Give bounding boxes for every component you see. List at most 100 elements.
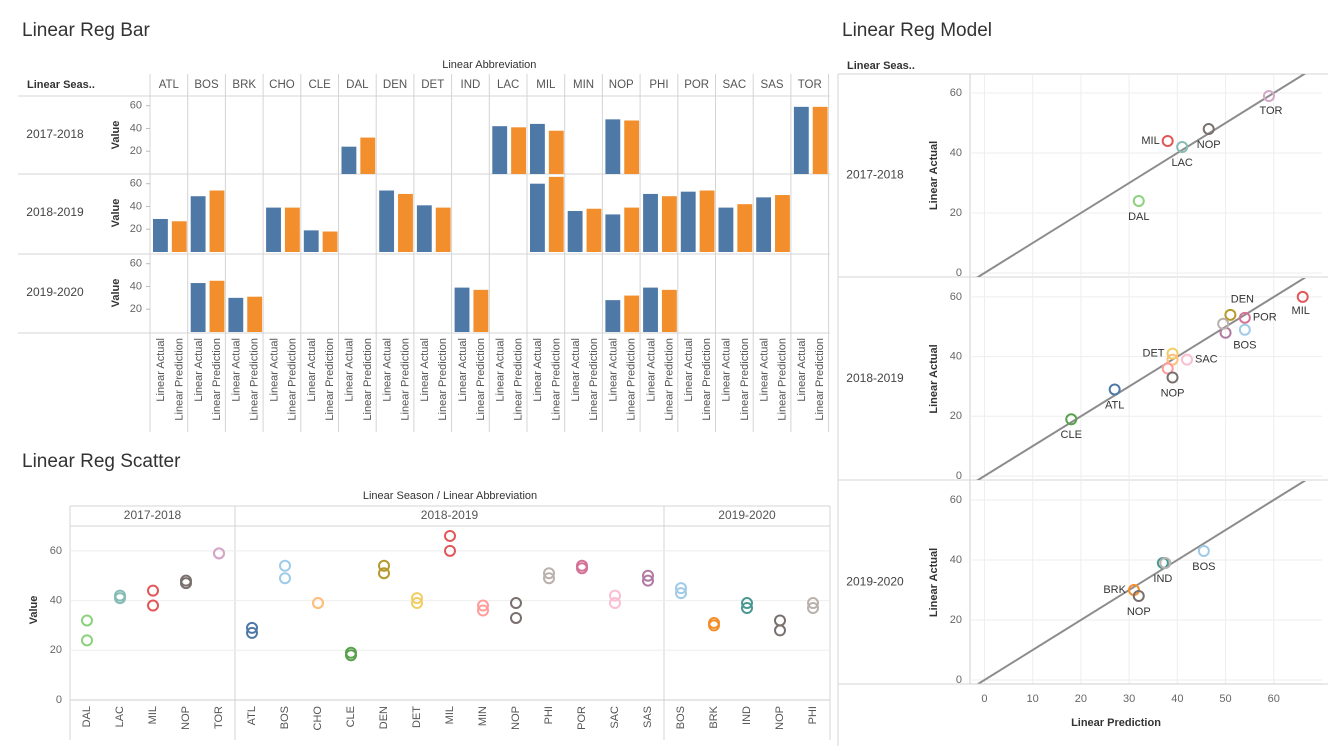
scatter-team-label: LAC bbox=[114, 706, 126, 727]
model-y-tick: 40 bbox=[950, 147, 962, 159]
scatter-y-axis-label: Value bbox=[28, 596, 40, 625]
bar-prediction bbox=[209, 280, 225, 332]
model-trend-line bbox=[976, 278, 1307, 480]
model-point-label: MIL bbox=[1141, 135, 1159, 147]
bar-y-axis-label: Value bbox=[110, 279, 122, 308]
scatter-team-label: PHI bbox=[543, 706, 555, 724]
scatter-point bbox=[741, 602, 753, 615]
model-point-label: NOP bbox=[1127, 606, 1151, 618]
bar-chart-title: Linear Reg Bar bbox=[22, 20, 150, 41]
scatter-point bbox=[444, 544, 456, 557]
bar-measure-label: Linear Actual bbox=[683, 338, 695, 402]
bar-measure-label: Linear Prediction bbox=[211, 338, 223, 421]
bar-actual bbox=[643, 193, 658, 252]
bar-y-tick: 40 bbox=[130, 280, 142, 292]
model-point bbox=[1197, 545, 1210, 557]
model-x-tick: 10 bbox=[1027, 693, 1039, 705]
bar-team-header: BRK bbox=[232, 79, 256, 91]
scatter-team-label: IND bbox=[741, 706, 753, 725]
scatter-point bbox=[279, 559, 291, 572]
bar-measure-label: Linear Prediction bbox=[400, 338, 412, 421]
model-point-label: SAC bbox=[1195, 354, 1218, 366]
scatter-point bbox=[774, 614, 786, 627]
model-point-label: IND bbox=[1153, 573, 1172, 585]
bar-actual bbox=[680, 191, 696, 252]
scatter-point bbox=[345, 649, 357, 662]
scatter-point bbox=[246, 621, 258, 634]
scatter-point bbox=[246, 626, 258, 639]
scatter-team-label: DAL bbox=[81, 706, 93, 727]
model-point bbox=[1166, 371, 1179, 384]
model-chart-title: Linear Reg Model bbox=[842, 20, 992, 41]
bar-measure-label: Linear Prediction bbox=[249, 338, 261, 421]
bar-measure-label: Linear Prediction bbox=[663, 338, 675, 421]
bar-prediction bbox=[360, 137, 376, 174]
bar-team-header: DEN bbox=[383, 79, 407, 91]
bar-prediction bbox=[435, 207, 451, 252]
bar-actual bbox=[605, 119, 621, 174]
bar-prediction bbox=[398, 193, 413, 252]
bar-y-tick: 20 bbox=[130, 303, 142, 315]
bar-season-label: 2019-2020 bbox=[26, 285, 84, 299]
model-point bbox=[1296, 290, 1309, 303]
model-point-label: NOP bbox=[1197, 139, 1221, 151]
model-point-label: BRK bbox=[1103, 584, 1126, 596]
model-y-tick: 20 bbox=[950, 410, 962, 422]
model-x-tick: 20 bbox=[1075, 693, 1087, 705]
bar-team-header: MIL bbox=[536, 79, 556, 91]
scatter-season-header: 2018-2019 bbox=[421, 508, 479, 522]
scatter-point bbox=[543, 567, 555, 580]
bar-team-header: TOR bbox=[798, 79, 822, 91]
scatter-team-label: BOS bbox=[675, 706, 687, 729]
bar-measure-label: Linear Actual bbox=[532, 338, 544, 402]
scatter-point bbox=[411, 592, 423, 605]
bar-measure-label: Linear Actual bbox=[231, 338, 243, 402]
bar-actual bbox=[718, 207, 734, 252]
bar-row-header: Linear Seas.. bbox=[27, 79, 95, 91]
bar-prediction bbox=[661, 196, 677, 252]
model-y-tick: 40 bbox=[950, 554, 962, 566]
bar-prediction bbox=[624, 207, 640, 252]
bar-team-header: ATL bbox=[159, 79, 180, 91]
scatter-point bbox=[378, 567, 390, 580]
model-point-label: LAC bbox=[1171, 157, 1192, 169]
model-x-tick: 30 bbox=[1123, 693, 1135, 705]
model-row-header: Linear Seas.. bbox=[847, 60, 915, 72]
model-y-tick: 40 bbox=[950, 351, 962, 363]
bar-actual bbox=[756, 197, 772, 252]
bar-actual bbox=[530, 183, 545, 252]
bar-team-header: DAL bbox=[346, 79, 369, 91]
bar-measure-label: Linear Actual bbox=[155, 338, 167, 402]
model-y-axis-label: Linear Actual bbox=[928, 141, 940, 210]
model-point bbox=[1166, 347, 1179, 360]
model-point bbox=[1159, 557, 1172, 569]
bar-prediction bbox=[171, 221, 187, 252]
bar-y-tick: 20 bbox=[130, 223, 142, 235]
bar-measure-label: Linear Prediction bbox=[739, 338, 751, 421]
scatter-team-label: NOP bbox=[180, 706, 192, 730]
bar-measure-label: Linear Prediction bbox=[437, 338, 449, 421]
scatter-team-label: MIN bbox=[477, 706, 489, 726]
bar-prediction bbox=[775, 195, 790, 252]
scatter-header: Linear Season / Linear Abbreviation bbox=[363, 490, 537, 502]
model-point bbox=[1161, 135, 1174, 147]
model-y-axis-label: Linear Actual bbox=[928, 548, 940, 617]
scatter-team-label: CLE bbox=[345, 706, 357, 727]
bar-measure-label: Linear Prediction bbox=[475, 338, 487, 421]
bar-y-axis-label: Value bbox=[110, 121, 122, 150]
model-point-label: ATL bbox=[1105, 399, 1124, 411]
model-point-label: MIL bbox=[1292, 305, 1310, 317]
scatter-point bbox=[609, 589, 621, 602]
bar-measure-label: Linear Actual bbox=[495, 338, 507, 402]
bar-prediction bbox=[737, 204, 753, 252]
scatter-point bbox=[411, 597, 423, 610]
model-x-axis-label: Linear Prediction bbox=[1071, 717, 1161, 729]
scatter-team-label: POR bbox=[576, 706, 588, 730]
bar-measure-label: Linear Actual bbox=[193, 338, 205, 402]
bar-team-header: BOS bbox=[194, 79, 219, 91]
bar-measure-label: Linear Prediction bbox=[286, 338, 298, 421]
bar-y-tick: 60 bbox=[130, 258, 142, 270]
bar-measure-label: Linear Actual bbox=[645, 338, 657, 402]
bar-y-tick: 60 bbox=[130, 178, 142, 190]
scatter-point bbox=[477, 599, 489, 612]
